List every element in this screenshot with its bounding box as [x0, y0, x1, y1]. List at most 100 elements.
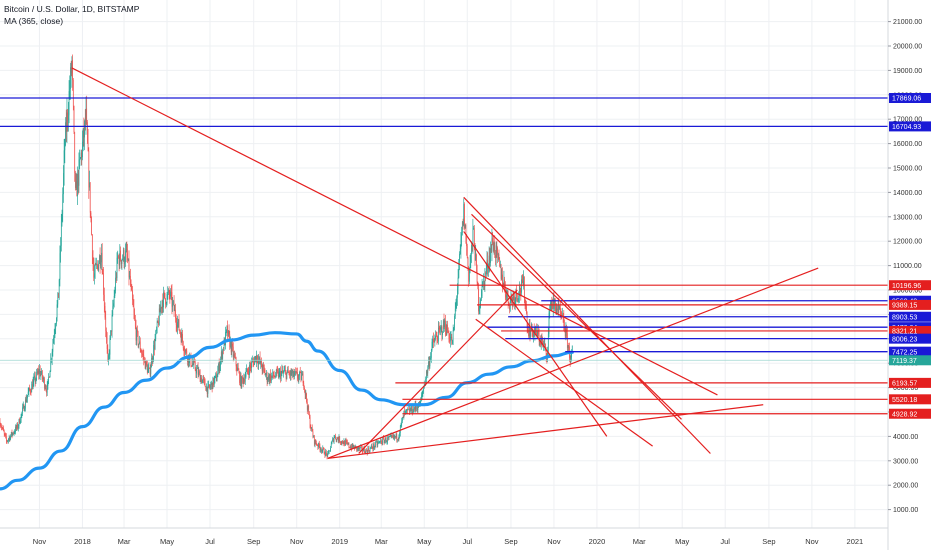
candle-body: [209, 385, 210, 387]
candle-body: [462, 222, 463, 233]
y-tick-label: 1000.00: [893, 507, 918, 514]
candle-body: [466, 242, 467, 246]
candle-body: [294, 375, 295, 377]
candle-body: [185, 350, 186, 352]
candle-body: [406, 410, 407, 411]
candle-body: [259, 357, 260, 359]
candle-body: [399, 433, 400, 436]
candle-body: [113, 303, 114, 306]
candle-body: [392, 436, 393, 437]
candle-body: [251, 366, 252, 367]
x-tick-label: 2020: [589, 537, 606, 546]
candle-body: [48, 379, 49, 386]
candle-body: [55, 324, 56, 329]
candle-body: [473, 228, 474, 245]
candle-body: [427, 367, 428, 373]
candle-body: [413, 412, 414, 413]
candle-body: [255, 356, 256, 359]
candle-body: [31, 392, 32, 393]
candle-body: [292, 370, 293, 373]
candle-body: [294, 371, 295, 375]
candle-body: [291, 371, 292, 375]
candle-body: [273, 372, 274, 376]
candle-body: [501, 275, 502, 279]
candle-body: [98, 265, 99, 271]
candle-body: [14, 432, 15, 433]
candle-body: [360, 448, 361, 449]
candle-body: [66, 122, 67, 132]
candle-body: [402, 417, 403, 421]
candle-body: [101, 253, 102, 262]
candle-body: [157, 321, 158, 329]
candle-body: [266, 373, 267, 375]
candle-body: [509, 305, 510, 309]
candle-body: [526, 306, 527, 313]
candle-body: [469, 270, 470, 282]
candle-body: [166, 303, 167, 304]
candle-body: [346, 442, 347, 443]
candle-body: [54, 334, 55, 338]
candle-body: [170, 292, 171, 297]
candle-body: [164, 292, 165, 293]
candle-body: [454, 316, 455, 327]
candle-body: [193, 361, 194, 365]
candle-body: [43, 378, 44, 379]
candle-body: [250, 365, 251, 367]
candle-body: [73, 80, 74, 106]
candle-body: [186, 350, 187, 351]
candle-body: [383, 438, 384, 439]
candle-body: [51, 359, 52, 360]
candle-body: [387, 442, 388, 443]
candle-body: [56, 318, 57, 325]
candle-body: [141, 350, 142, 352]
candle-body: [168, 290, 169, 293]
candle-body: [532, 331, 533, 337]
candle-body: [243, 379, 244, 383]
candle-body: [472, 245, 473, 246]
candle-body: [42, 371, 43, 378]
candle-body: [380, 441, 381, 442]
indicator-label: MA (365, close): [4, 16, 63, 26]
y-tick-label: 11000.00: [893, 263, 922, 270]
candle-body: [114, 296, 115, 303]
candle-body: [183, 341, 184, 348]
candle-body: [29, 388, 30, 390]
candle-body: [429, 362, 430, 367]
candle-body: [498, 254, 499, 255]
candle-body: [377, 443, 378, 445]
candle-body: [105, 317, 106, 331]
candle-body: [125, 251, 126, 262]
candle-body: [374, 444, 375, 448]
candle-body: [387, 437, 388, 441]
candle-body: [368, 448, 369, 453]
candle-body: [280, 371, 281, 379]
candle-body: [439, 329, 440, 330]
candle-body: [58, 293, 59, 298]
candle-body: [391, 435, 392, 436]
y-tick-label: 15000.00: [893, 166, 922, 173]
candle-body: [476, 254, 477, 265]
candle-body: [48, 377, 49, 379]
candle-body: [210, 387, 211, 388]
candle-body: [70, 67, 71, 89]
candle-body: [521, 279, 522, 292]
candle-body: [198, 372, 199, 375]
candle-body: [215, 375, 216, 376]
candle-body: [202, 380, 203, 383]
candle-body: [92, 235, 93, 258]
candle-body: [298, 378, 299, 379]
candle-body: [571, 357, 572, 361]
candle-body: [309, 414, 310, 417]
candle-body: [124, 250, 125, 264]
candle-body: [253, 361, 254, 362]
candle-body: [207, 387, 208, 394]
candle-body: [200, 372, 201, 382]
candle-body: [50, 359, 51, 371]
candle-body: [131, 287, 132, 291]
candle-body: [106, 331, 107, 338]
candle-body: [303, 383, 304, 388]
candle-body: [212, 383, 213, 389]
candle-body: [555, 301, 556, 307]
